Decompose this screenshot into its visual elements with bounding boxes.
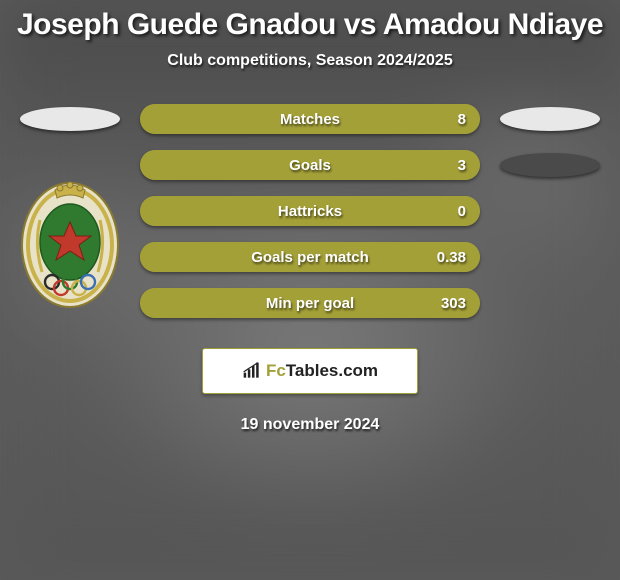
left-slot [20, 107, 120, 131]
brand-prefix: Fc [266, 361, 286, 380]
stat-label: Min per goal [266, 295, 354, 312]
date-label: 19 november 2024 [241, 416, 380, 434]
right-slot [500, 291, 600, 315]
subtitle: Club competitions, Season 2024/2025 [167, 52, 452, 70]
stat-bar: Goals per match 0.38 [140, 242, 480, 272]
right-slot [500, 199, 600, 223]
stat-bar: Min per goal 303 [140, 288, 480, 318]
bar-chart-icon [242, 362, 262, 380]
stat-row: Goals 3 [20, 150, 600, 180]
club-crest [20, 180, 120, 310]
stat-label: Matches [280, 111, 340, 128]
player-oval-left [20, 107, 120, 131]
left-slot [20, 153, 120, 177]
player-oval-right [500, 107, 600, 131]
right-slot [500, 245, 600, 269]
stat-bar: Goals 3 [140, 150, 480, 180]
stat-value-right: 8 [458, 111, 466, 128]
right-slot [500, 153, 600, 177]
stat-bar: Matches 8 [140, 104, 480, 134]
brand-suffix: Tables.com [286, 361, 378, 380]
brand-text: FcTables.com [266, 361, 378, 381]
stat-bar: Hattricks 0 [140, 196, 480, 226]
player-oval-right [500, 153, 600, 177]
stat-label: Goals per match [251, 249, 369, 266]
crest-icon [20, 180, 120, 310]
stat-value-right: 0 [458, 203, 466, 220]
stat-value-right: 3 [458, 157, 466, 174]
right-slot [500, 107, 600, 131]
stat-label: Hattricks [278, 203, 342, 220]
brand-watermark: FcTables.com [202, 348, 418, 394]
stat-label: Goals [289, 157, 331, 174]
stat-row: Matches 8 [20, 104, 600, 134]
stat-value-right: 303 [441, 295, 466, 312]
page-title: Joseph Guede Gnadou vs Amadou Ndiaye [17, 8, 603, 42]
stat-value-right: 0.38 [437, 249, 466, 266]
